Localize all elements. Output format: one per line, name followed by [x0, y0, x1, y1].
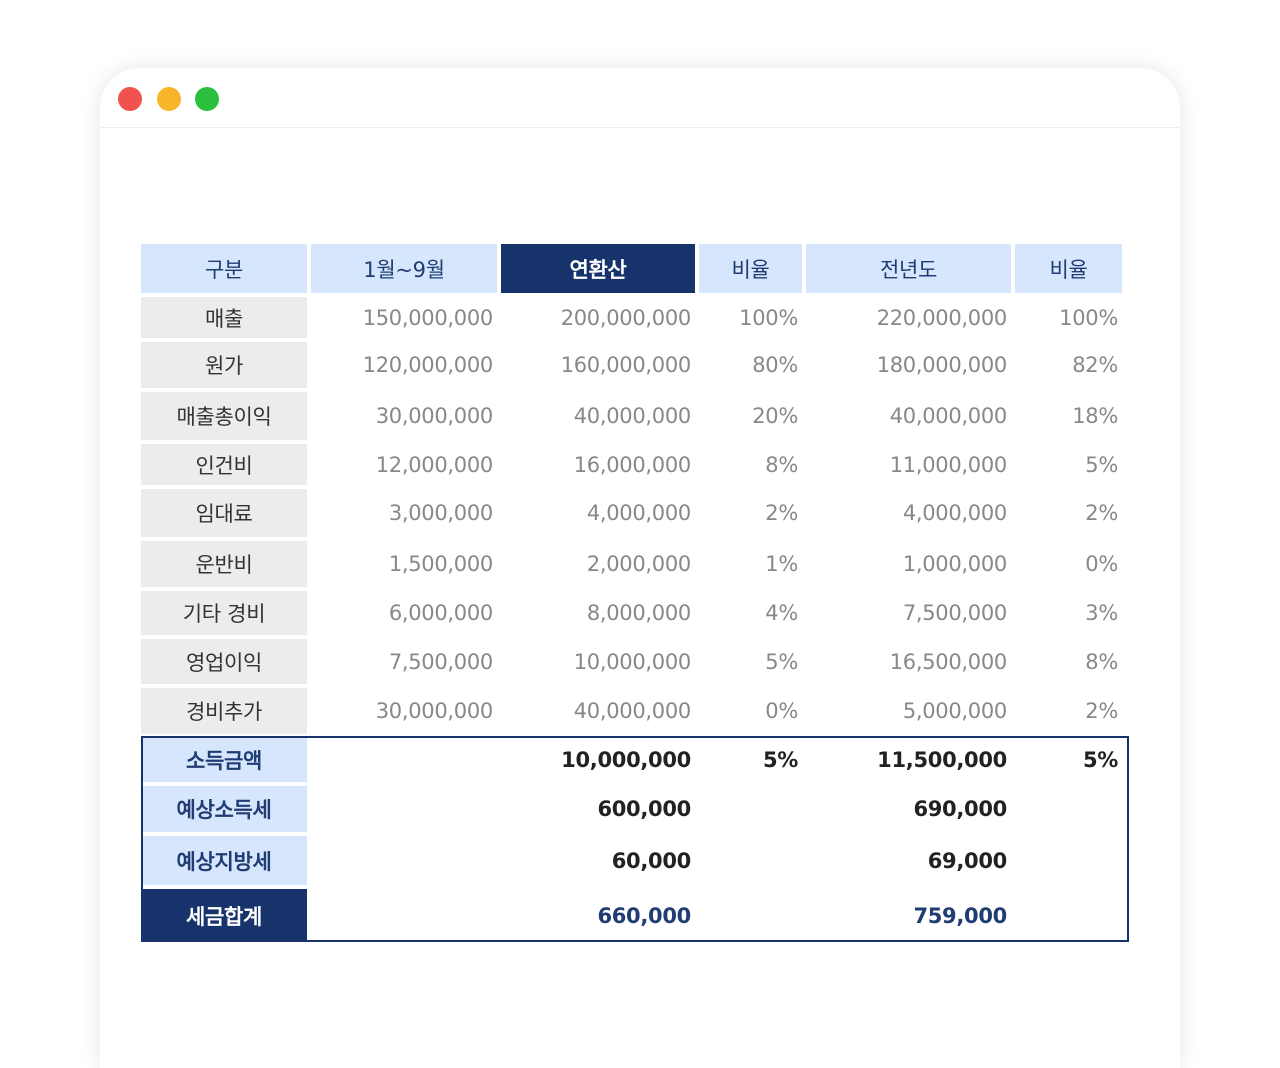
summary-cell — [1015, 786, 1122, 832]
table-cell: 4% — [765, 601, 798, 625]
row-label: 기타 경비 — [141, 591, 307, 635]
summary-cell: 5% — [1082, 748, 1118, 772]
table-cell: 220,000,000 — [876, 305, 1008, 330]
summary-cell — [311, 786, 497, 832]
table-cell: 16,500,000 — [889, 649, 1008, 674]
title-bar — [100, 68, 1180, 128]
row-label: 매출총이익 — [141, 392, 307, 440]
summary-cell: 11,500,000 — [877, 748, 1007, 772]
table-cell: 12,000,000 — [375, 452, 494, 477]
table-cell: 5% — [1085, 452, 1118, 477]
table-cell: 11,000,000 — [889, 452, 1008, 477]
table-cell: 200,000,000 — [560, 305, 692, 330]
table-cell: 120,000,000 — [362, 353, 494, 377]
table-cell: 0% — [1085, 552, 1118, 576]
table-cell: 5% — [765, 649, 798, 674]
table-cell: 3,000,000 — [388, 501, 493, 525]
table-cell: 160,000,000 — [560, 353, 692, 377]
table-cell: 2% — [765, 501, 798, 525]
row-label: 매출 — [141, 297, 307, 338]
table-cell: 4,000,000 — [902, 501, 1007, 525]
table-cell: 2,000,000 — [586, 552, 691, 576]
table-cell: 100% — [739, 305, 798, 330]
table-cell: 40,000,000 — [889, 404, 1008, 428]
summary-cell: 10,000,000 — [561, 748, 691, 772]
table-cell: 2% — [1085, 699, 1118, 723]
table-cell: 6,000,000 — [388, 601, 493, 625]
summary-row-label: 예상지방세 — [141, 836, 307, 885]
table-cell: 10,000,000 — [573, 649, 692, 674]
summary-row-label: 소득금액 — [141, 738, 307, 782]
summary-row-label: 예상소득세 — [141, 786, 307, 832]
table-cell: 40,000,000 — [573, 404, 692, 428]
table-cell: 16,000,000 — [573, 452, 692, 477]
table-cell: 7,500,000 — [388, 649, 493, 674]
table-cell: 8% — [1085, 649, 1118, 674]
table-cell: 18% — [1072, 404, 1118, 428]
table-cell: 30,000,000 — [375, 699, 494, 723]
summary-cell — [1015, 836, 1122, 885]
table-cell: 82% — [1072, 353, 1118, 377]
table-cell: 1,500,000 — [388, 552, 493, 576]
table-cell: 0% — [765, 699, 798, 723]
table-cell: 7,500,000 — [902, 601, 1007, 625]
summary-cell: 690,000 — [913, 797, 1007, 821]
summary-cell — [311, 836, 497, 885]
row-label: 원가 — [141, 342, 307, 388]
column-header: 구분 — [141, 244, 307, 293]
summary-cell — [311, 738, 497, 782]
table-cell: 1,000,000 — [902, 552, 1007, 576]
summary-cell: 69,000 — [927, 848, 1008, 873]
table-cell: 2% — [1085, 501, 1118, 525]
table-cell: 150,000,000 — [362, 305, 494, 330]
column-header: 1월~9월 — [311, 244, 497, 293]
table-cell: 8% — [765, 452, 798, 477]
row-label: 임대료 — [141, 489, 307, 537]
summary-cell: 60,000 — [611, 848, 692, 873]
table-cell: 40,000,000 — [573, 699, 692, 723]
table-cell: 180,000,000 — [876, 353, 1008, 377]
row-label: 경비추가 — [141, 688, 307, 734]
maximize-window-button[interactable] — [195, 87, 219, 111]
table-cell: 1% — [765, 552, 798, 576]
summary-cell — [1015, 889, 1122, 942]
table-cell: 30,000,000 — [375, 404, 494, 428]
summary-cell: 5% — [762, 748, 798, 772]
column-header: 비율 — [699, 244, 802, 293]
summary-cell — [699, 786, 802, 832]
column-header: 전년도 — [806, 244, 1011, 293]
table-cell: 8,000,000 — [586, 601, 691, 625]
summary-cell — [311, 889, 497, 942]
summary-cell: 660,000 — [597, 903, 691, 928]
table-cell: 100% — [1059, 305, 1118, 330]
row-label: 인건비 — [141, 444, 307, 485]
tax-estimate-table: 구분 1월~9월 연환산 비율 전년도 비율 매출 150,000,000 200,000,00… — [141, 244, 1122, 942]
table-cell: 5,000,000 — [902, 699, 1007, 723]
summary-cell: 600,000 — [597, 797, 691, 821]
column-header: 연환산 — [501, 244, 695, 293]
close-window-button[interactable] — [118, 87, 142, 111]
table-cell: 20% — [752, 404, 798, 428]
table-cell: 3% — [1085, 601, 1118, 625]
summary-row-label: 세금합계 — [141, 889, 307, 942]
minimize-window-button[interactable] — [157, 87, 181, 111]
summary-cell — [699, 889, 802, 942]
table-cell: 4,000,000 — [586, 501, 691, 525]
summary-cell — [699, 836, 802, 885]
table-cell: 80% — [752, 353, 798, 377]
column-header: 비율 — [1015, 244, 1122, 293]
row-label: 영업이익 — [141, 639, 307, 684]
summary-cell: 759,000 — [913, 903, 1007, 928]
row-label: 운반비 — [141, 541, 307, 587]
